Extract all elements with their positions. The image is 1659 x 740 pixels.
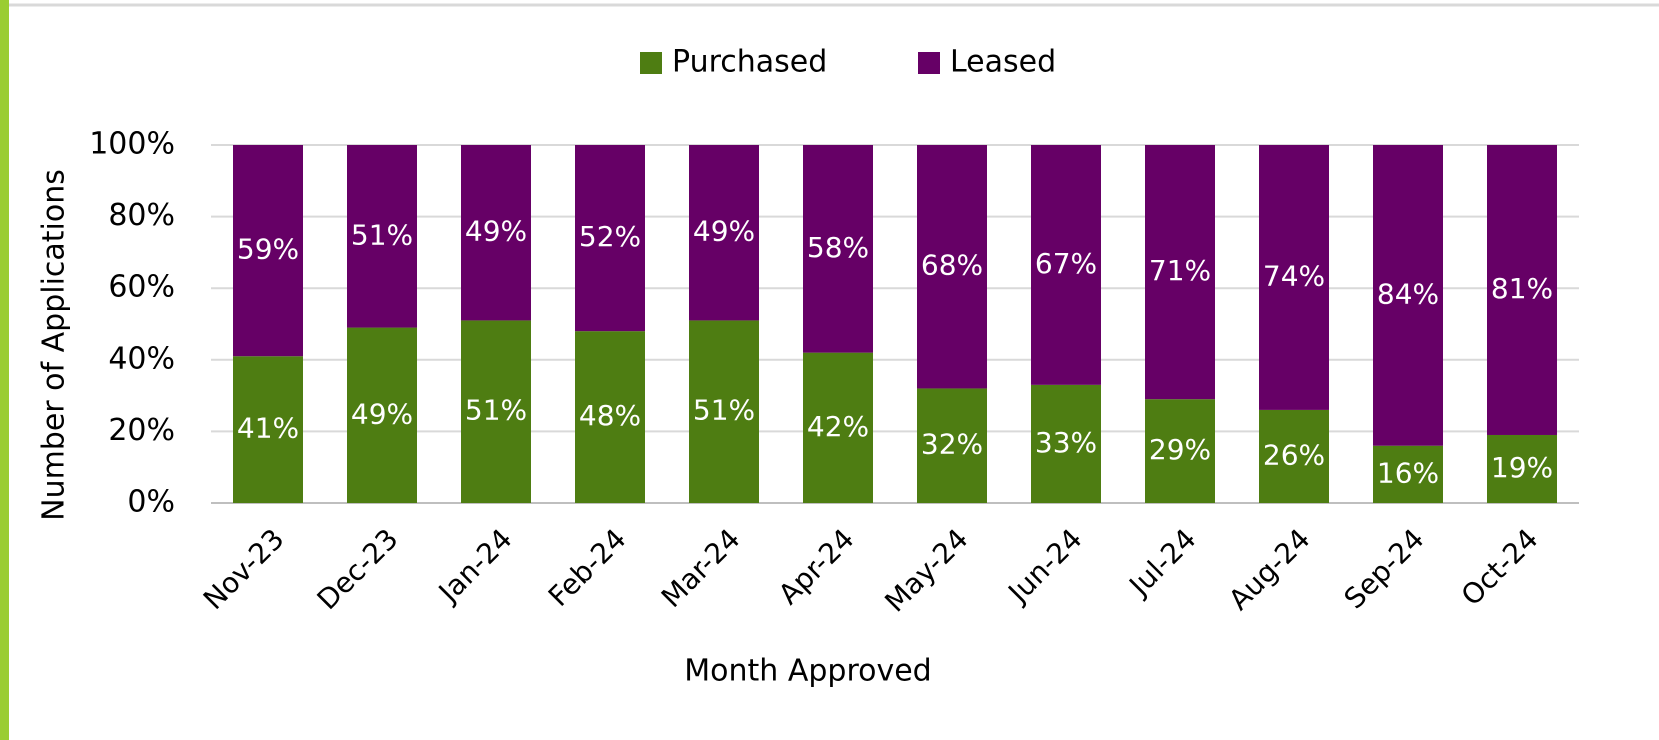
value-label: 29% [1149,433,1211,466]
bar-segment [461,320,531,503]
value-label: 58% [807,231,869,264]
bar-segment [917,388,987,503]
value-label: 52% [579,220,641,253]
bar-segment [233,356,303,503]
value-label: 67% [1035,247,1097,280]
value-label: 51% [465,394,527,427]
bar-segment [1145,399,1215,503]
x-tick-label: May-24 [878,522,974,618]
bar-segment [689,320,759,503]
value-label: 49% [693,215,755,248]
bar-segment [1031,145,1101,385]
x-axis-title: Month Approved [684,654,931,689]
value-label: 16% [1377,456,1439,489]
x-tick-label: Sep-24 [1338,522,1431,615]
x-tick-label: Mar-24 [655,522,747,614]
bar-segment [575,331,645,503]
value-label: 71% [1149,254,1211,287]
bar-segment [1373,445,1443,503]
y-axis-title: Number of Applications [37,169,72,521]
bar-segment [1259,145,1329,410]
value-label: 51% [351,218,413,251]
value-label: 49% [465,215,527,248]
value-label: 33% [1035,426,1097,459]
x-tick-label: Aug-24 [1222,522,1316,616]
bar-segment [917,145,987,389]
bar-segment [461,145,531,321]
value-label: 68% [921,249,983,282]
y-tick-label: 0% [127,485,175,520]
bar-segment [575,145,645,332]
bar-segment [1031,384,1101,503]
x-tick-label: Jun-24 [1001,522,1089,610]
bar-segment [803,352,873,503]
bar-segment [689,145,759,321]
y-tick-label: 100% [89,127,175,162]
x-tick-label: Apr-24 [772,522,861,611]
x-tick-label: Feb-24 [542,522,633,613]
value-label: 32% [921,428,983,461]
bar-segment [1145,145,1215,400]
x-tick-label: Dec-23 [311,522,405,616]
value-label: 48% [579,399,641,432]
bar-segment [233,145,303,357]
legend-label: Leased [950,45,1056,80]
legend-label: Purchased [672,45,827,80]
y-tick-label: 60% [108,270,175,305]
bar-segment [803,145,873,353]
value-label: 51% [693,394,755,427]
bar-segment [1487,145,1557,435]
bar-segment [347,145,417,328]
value-label: 84% [1377,277,1439,310]
value-label: 74% [1263,259,1325,292]
value-label: 19% [1491,451,1553,484]
x-tick-label: Jul-24 [1122,522,1203,603]
y-tick-label: 20% [108,413,175,448]
value-label: 81% [1491,272,1553,305]
bar-segment [1373,145,1443,446]
x-tick-label: Jan-24 [431,522,519,610]
value-label: 49% [351,397,413,430]
x-tick-label: Nov-23 [197,522,291,616]
bar-segment [1259,409,1329,503]
legend-swatch [918,52,940,74]
y-tick-label: 80% [108,198,175,233]
side-border [0,0,9,740]
value-label: 42% [807,410,869,443]
value-label: 41% [237,412,299,445]
legend-swatch [640,52,662,74]
bar-segment [347,327,417,503]
bar-segment [1487,434,1557,503]
y-tick-label: 40% [108,341,175,376]
value-label: 59% [237,233,299,266]
x-tick-label: Oct-24 [1455,522,1545,612]
value-label: 26% [1263,438,1325,471]
